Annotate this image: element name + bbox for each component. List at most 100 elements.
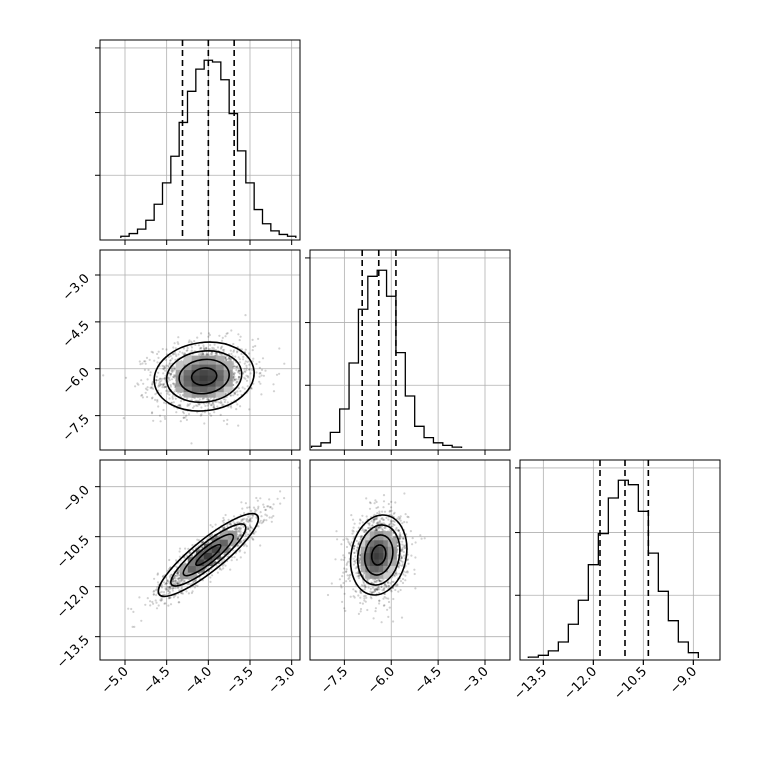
scatter-point	[382, 604, 385, 607]
scatter-point	[259, 544, 262, 547]
scatter-point	[377, 579, 380, 582]
scatter-point	[383, 526, 386, 529]
scatter-point	[222, 567, 225, 570]
scatter-point	[166, 580, 169, 583]
scatter-point	[221, 404, 224, 407]
scatter-point	[156, 586, 159, 589]
scatter-point	[414, 541, 417, 544]
scatter-point	[352, 526, 355, 529]
scatter-point	[220, 402, 223, 405]
density-block	[223, 361, 233, 371]
scatter-point	[161, 377, 164, 380]
scatter-point	[373, 517, 376, 521]
scatter-point	[383, 604, 386, 607]
density-block	[223, 383, 233, 393]
density-block	[383, 569, 393, 579]
scatter-point	[180, 579, 183, 582]
scatter-point	[394, 572, 397, 575]
scatter-point	[342, 558, 345, 562]
x-tick-label: −3.5	[224, 664, 257, 697]
scatter-point	[199, 414, 202, 417]
scatter-point	[247, 527, 250, 530]
scatter-point	[377, 586, 380, 589]
scatter-point	[157, 356, 160, 359]
scatter-point	[206, 353, 209, 356]
density-block	[183, 366, 193, 376]
scatter-point	[188, 552, 191, 555]
scatter-point	[164, 602, 167, 605]
scatter-point	[226, 401, 229, 404]
scatter-point	[160, 379, 163, 382]
scatter-point	[399, 580, 403, 583]
scatter-point	[194, 580, 197, 583]
scatter-point	[233, 391, 236, 394]
density-block	[215, 383, 225, 393]
density-block	[387, 563, 397, 573]
scatter-point	[373, 588, 377, 591]
density-block	[203, 543, 213, 553]
density-block	[191, 377, 201, 387]
scatter-point	[160, 590, 163, 594]
scatter-point	[238, 526, 241, 529]
scatter-point	[221, 519, 224, 523]
scatter-point	[356, 546, 359, 549]
scatter-point	[363, 595, 366, 598]
scatter-point	[222, 516, 225, 520]
scatter-point	[137, 383, 140, 386]
scatter-point	[186, 403, 189, 406]
scatter-point	[165, 582, 168, 585]
scatter-point	[251, 538, 254, 541]
scatter-point	[213, 411, 216, 414]
scatter-point	[130, 607, 133, 611]
scatter-point	[172, 596, 175, 599]
scatter-point	[233, 378, 236, 381]
scatter-point	[239, 532, 242, 535]
scatter-point	[361, 521, 364, 524]
scatter-point	[193, 340, 196, 343]
scatter-point	[357, 526, 360, 529]
density-block	[183, 372, 193, 382]
scatter-point	[177, 353, 180, 356]
scatter-point	[195, 404, 198, 407]
scatter-point	[266, 505, 269, 508]
scatter-point	[268, 506, 272, 509]
contour-level-1	[182, 533, 235, 577]
scatter-point	[268, 498, 271, 501]
scatter-point	[218, 567, 221, 570]
scatter-point	[167, 355, 170, 359]
scatter-point	[375, 517, 378, 521]
scatter-point	[192, 580, 195, 583]
scatter-point	[158, 414, 162, 417]
scatter-point	[403, 546, 406, 549]
scatter-point	[244, 360, 247, 363]
scatter-point	[156, 400, 159, 403]
scatter-point	[205, 346, 208, 349]
scatter-point	[199, 352, 202, 355]
scatter-point	[250, 387, 253, 390]
pair-panel-1-2	[309, 459, 511, 661]
scatter-point	[348, 579, 352, 583]
scatter-point	[169, 374, 172, 377]
scatter-point	[251, 527, 254, 530]
scatter-point	[387, 584, 391, 588]
scatter-point	[212, 402, 215, 405]
scatter-point	[171, 353, 175, 356]
scatter-point	[393, 523, 396, 527]
density-block	[199, 377, 209, 387]
scatter-point	[224, 564, 227, 567]
scatter-point	[163, 365, 166, 368]
density-block	[207, 361, 217, 371]
scatter-point	[374, 529, 378, 532]
scatter-point	[161, 386, 164, 389]
scatter-point	[342, 581, 345, 585]
scatter-point	[237, 536, 240, 539]
scatter-point	[173, 352, 176, 355]
scatter-point	[233, 392, 237, 395]
scatter-point	[230, 352, 233, 355]
scatter-point	[248, 529, 252, 532]
scatter-point	[213, 343, 216, 346]
scatter-point	[352, 563, 356, 566]
scatter-point	[238, 534, 241, 537]
scatter-point	[255, 496, 258, 500]
scatter-point	[162, 372, 165, 375]
